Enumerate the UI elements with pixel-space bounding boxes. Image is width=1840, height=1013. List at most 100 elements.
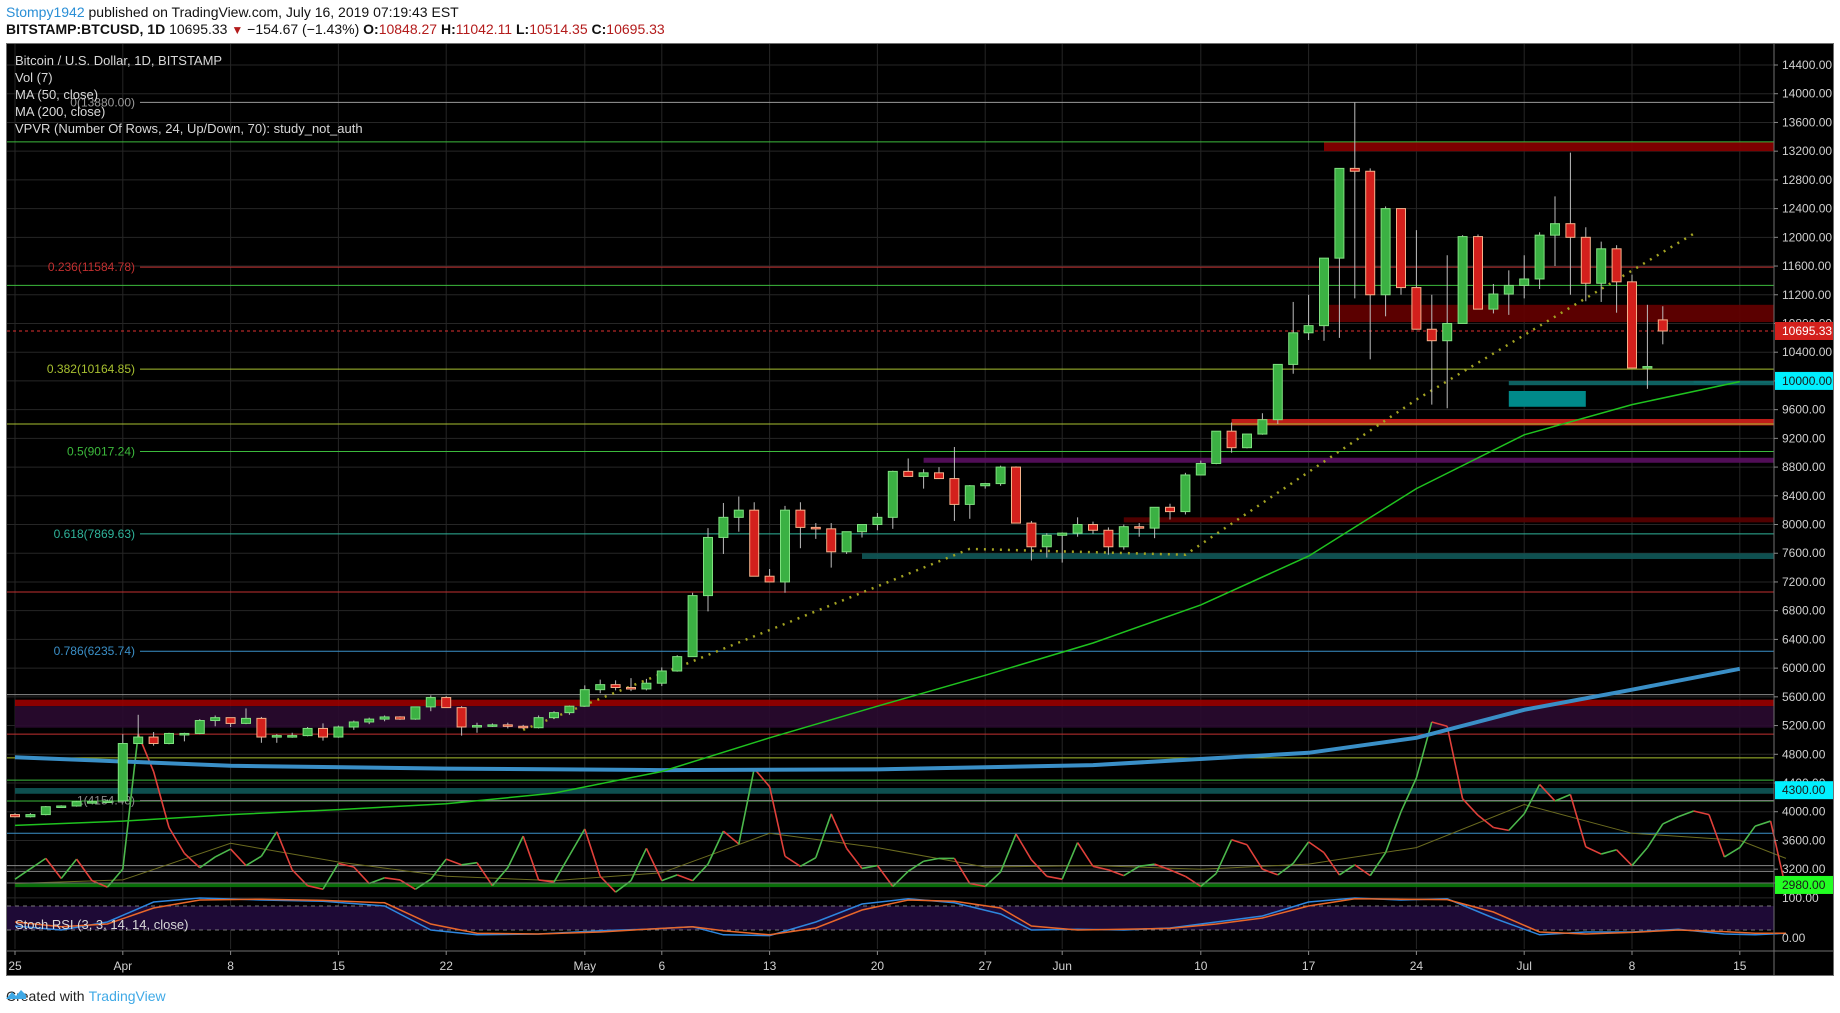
candle-up[interactable] [487,724,498,727]
chart-frame[interactable]: 0(13880.00) 0.236(11584.78) 0.382(10164.85… [6,43,1834,976]
candle-down[interactable] [318,727,328,738]
candle-up[interactable] [271,735,282,738]
candle-up[interactable] [87,801,97,804]
candle-down[interactable] [1103,529,1114,548]
candle-up[interactable] [579,689,590,707]
candle-up[interactable] [425,697,436,708]
candle-up[interactable] [25,814,36,818]
candle-up[interactable] [1550,223,1560,236]
candle-down[interactable] [256,717,267,738]
candle-up[interactable] [687,595,698,658]
candle-up[interactable] [287,735,298,738]
candle-down[interactable] [1580,236,1591,284]
candle-down[interactable] [903,470,914,477]
candle-down[interactable] [795,509,806,528]
candle-down[interactable] [764,575,775,583]
candle-up[interactable] [1457,236,1468,324]
candle-up[interactable] [117,743,128,802]
candle-up[interactable] [1149,506,1160,529]
candle-up[interactable] [1319,257,1329,327]
candle-down[interactable] [1565,223,1576,238]
candle-down[interactable] [1627,281,1637,369]
candle-down[interactable] [1411,287,1422,330]
price-chart[interactable]: 0(13880.00) 0.236(11584.78) 0.382(10164.85… [7,44,1834,976]
candle-down[interactable] [1349,167,1360,172]
candle-up[interactable] [1072,524,1083,534]
candle-up[interactable] [210,717,221,722]
candle-up[interactable] [733,509,744,518]
candle-down[interactable] [810,526,821,530]
candle-down[interactable] [1088,524,1098,531]
candle-up[interactable] [1596,248,1607,284]
candle-down[interactable] [1473,236,1483,310]
candle-down[interactable] [395,716,405,720]
candle-up[interactable] [1057,532,1068,536]
candle-up[interactable] [641,682,652,690]
candle-up[interactable] [841,531,852,553]
candle-up[interactable] [71,801,82,807]
candle-up[interactable] [1041,534,1052,548]
tradingview-brand-link[interactable]: TradingView [88,988,166,1004]
candle-down[interactable] [1426,328,1437,342]
candle-up[interactable] [1288,332,1299,365]
candle-up[interactable] [1257,419,1268,435]
candle-up[interactable] [348,721,359,728]
candle-up[interactable] [333,726,344,738]
candle-up[interactable] [364,718,375,723]
candle-up[interactable] [40,806,51,816]
candle-up[interactable] [1642,366,1653,369]
candle-up[interactable] [595,684,606,691]
candle-up[interactable] [964,485,975,505]
candle-up[interactable] [1488,293,1499,310]
candle-down[interactable] [1396,208,1406,289]
candle-down[interactable] [1165,506,1175,513]
candle-down[interactable] [456,707,467,728]
candle-up[interactable] [1242,433,1252,449]
candle-up[interactable] [1272,363,1283,421]
candle-up[interactable] [1534,234,1545,280]
candle-down[interactable] [518,725,529,729]
candle-up[interactable] [179,732,190,736]
candle-up[interactable] [887,470,898,518]
candle-up[interactable] [1211,430,1222,464]
candle-up[interactable] [718,516,729,538]
candle-down[interactable] [1657,319,1668,332]
candle-up[interactable] [164,732,174,745]
candle-down[interactable] [826,528,837,553]
author-link[interactable]: Stompy1942 [6,4,85,20]
candle-up[interactable] [1503,284,1514,295]
candle-up[interactable] [302,727,313,737]
candle-up[interactable] [1519,278,1530,286]
candle-down[interactable] [10,814,20,818]
candle-up[interactable] [918,472,929,477]
candle-up[interactable] [980,483,991,487]
candle-down[interactable] [1011,466,1021,524]
candle-up[interactable] [703,536,713,597]
candle-down[interactable] [610,684,621,689]
candle-up[interactable] [1118,526,1129,548]
candle-up[interactable] [857,524,867,533]
candle-up[interactable] [872,516,883,526]
candle-up[interactable] [241,717,251,724]
candle-up[interactable] [56,805,67,808]
candle-up[interactable] [995,466,1006,485]
candle-down[interactable] [1226,430,1237,449]
candle-up[interactable] [1195,462,1206,476]
candle-down[interactable] [1611,248,1622,283]
candle-up[interactable] [549,712,559,719]
candle-up[interactable] [672,656,683,672]
candle-down[interactable] [1365,170,1376,296]
candle-up[interactable] [533,717,544,729]
candle-down[interactable] [1134,526,1145,529]
candle-down[interactable] [502,724,513,727]
candle-up[interactable] [1180,474,1191,513]
candle-up[interactable] [564,705,575,714]
candle-down[interactable] [949,478,960,505]
candle-down[interactable] [749,509,760,577]
candle-up[interactable] [102,800,113,803]
candle-up[interactable] [1380,208,1391,296]
candle-up[interactable] [194,720,205,734]
candle-up[interactable] [133,736,144,745]
candle-down[interactable] [225,717,236,724]
candle-up[interactable] [1334,167,1345,259]
